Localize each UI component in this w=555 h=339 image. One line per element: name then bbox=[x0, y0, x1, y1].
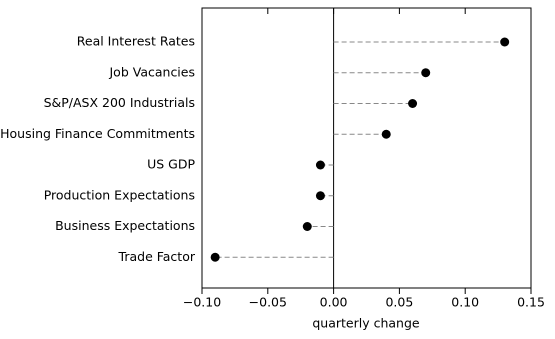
dot bbox=[315, 160, 325, 170]
y-tick-label: US GDP bbox=[147, 157, 195, 172]
dot bbox=[421, 68, 431, 78]
x-tick-label: 0.15 bbox=[517, 295, 545, 310]
x-tick-label: 0.10 bbox=[451, 295, 479, 310]
dot bbox=[408, 99, 418, 108]
dot bbox=[315, 191, 325, 201]
y-tick-label: Real Interest Rates bbox=[77, 34, 195, 49]
y-tick-label: S&P/ASX 200 Industrials bbox=[44, 95, 195, 110]
y-tick-label: Housing Finance Commitments bbox=[0, 126, 195, 141]
dot bbox=[210, 252, 220, 262]
x-tick-label: −0.05 bbox=[249, 295, 287, 310]
y-tick-label: Trade Factor bbox=[118, 249, 196, 264]
x-tick-label: 0.05 bbox=[385, 295, 413, 310]
dot bbox=[302, 222, 312, 231]
x-tick-label: 0.00 bbox=[320, 295, 348, 310]
x-tick-label: −0.10 bbox=[183, 295, 221, 310]
dot bbox=[381, 129, 391, 139]
x-axis-label: quarterly change bbox=[312, 316, 420, 331]
y-tick-label: Business Expectations bbox=[55, 218, 195, 233]
plot-frame bbox=[201, 7, 532, 289]
y-tick-label: Job Vacancies bbox=[109, 64, 196, 79]
y-tick-label: Production Expectations bbox=[44, 187, 195, 202]
dot bbox=[500, 37, 510, 47]
